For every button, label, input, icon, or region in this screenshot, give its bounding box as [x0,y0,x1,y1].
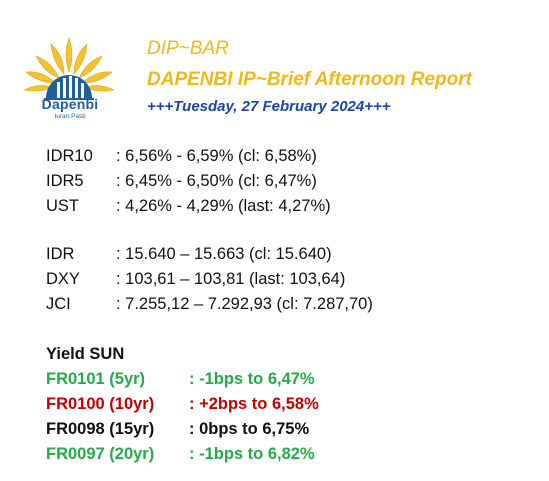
yield-row-fr0100: FR0100 (10yr) : +2bps to 6,58% [46,395,319,414]
sunburst-icon [23,37,115,100]
rate-label: IDR5 [46,172,84,190]
rate-row-idr5: IDR5 : 6,45% - 6,50% (cl: 6,47%) [46,172,317,191]
logo-tagline: Iuran Pasti [54,113,86,120]
yield-value: : 0bps to 6,75% [189,420,310,438]
market-value: : 103,61 – 103,81 (last: 103,64) [116,270,346,288]
yield-value: : -1bps to 6,47% [189,370,315,388]
yield-row-fr0098: FR0098 (15yr) : 0bps to 6,75% [46,420,309,439]
market-label: DXY [46,270,80,288]
yield-label: FR0098 (15yr) [46,420,155,438]
report-subtitle: DAPENBI IP~Brief Afternoon Report [147,69,472,90]
market-value: : 7.255,12 – 7.292,93 (cl: 7.287,70) [116,295,373,313]
market-value: : 15.640 – 15.663 (cl: 15.640) [116,245,332,263]
yield-value: : +2bps to 6,58% [189,395,319,413]
yield-row-fr0097: FR0097 (20yr) : -1bps to 6,82% [46,445,315,464]
yield-row-fr0101: FR0101 (5yr) : -1bps to 6,47% [46,370,315,389]
report-date: +++Tuesday, 27 February 2024+++ [147,98,391,115]
rate-row-idr10: IDR10 : 6,56% - 6,59% (cl: 6,58%) [46,147,317,166]
market-row-jci: JCI : 7.255,12 – 7.292,93 (cl: 7.287,70) [46,295,373,314]
yield-label: FR0097 (20yr) [46,445,155,463]
dapenbi-logo [14,30,124,122]
yield-label: FR0101 (5yr) [46,370,146,388]
yield-label: FR0100 (10yr) [46,395,155,413]
yield-value: : -1bps to 6,82% [189,445,315,463]
rate-value: : 4,26% - 4,29% (last: 4,27%) [116,197,331,215]
market-label: IDR [46,245,75,263]
market-row-dxy: DXY : 103,61 – 103,81 (last: 103,64) [46,270,345,289]
rate-value: : 6,56% - 6,59% (cl: 6,58%) [116,147,317,165]
report-title: DIP~BAR [147,38,229,59]
logo-wordmark: Dapenbi [41,96,99,112]
rate-value: : 6,45% - 6,50% (cl: 6,47%) [116,172,317,190]
market-label: JCI [46,295,71,313]
yield-heading: Yield SUN [46,345,125,363]
market-row-idr: IDR : 15.640 – 15.663 (cl: 15.640) [46,245,332,264]
rate-label: UST [46,197,79,215]
rate-row-ust: UST : 4,26% - 4,29% (last: 4,27%) [46,197,331,216]
rate-label: IDR10 [46,147,93,165]
